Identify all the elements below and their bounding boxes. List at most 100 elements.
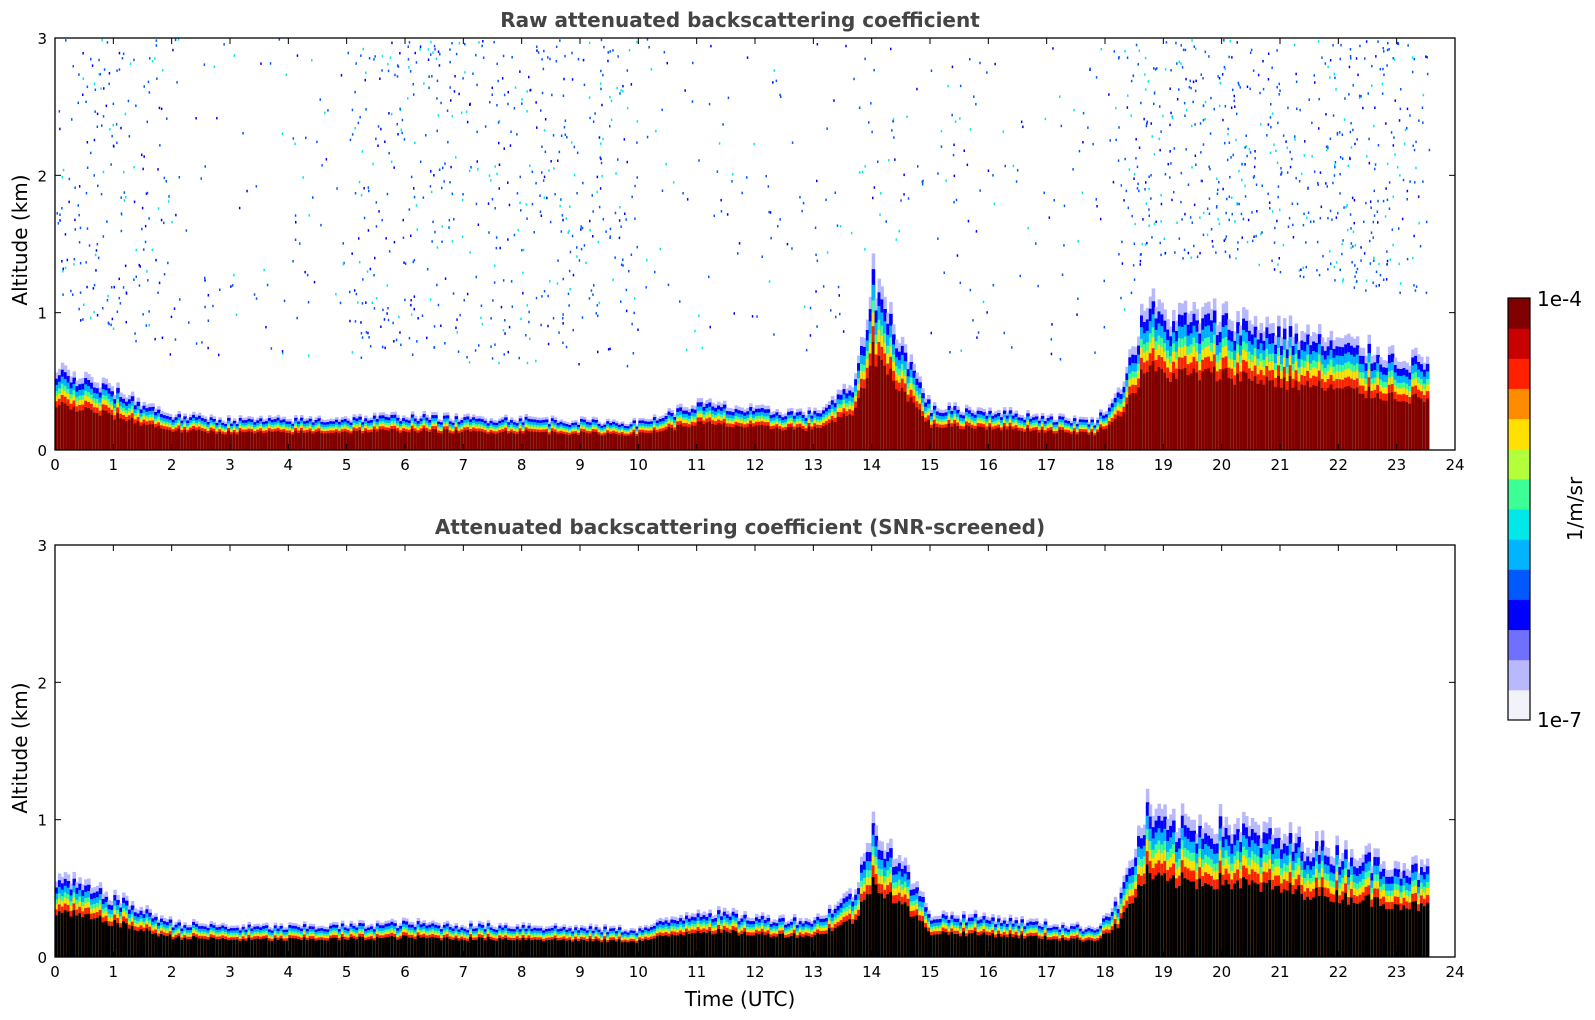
layer-column <box>463 414 467 450</box>
noise-speckle <box>133 278 135 281</box>
noise-speckle <box>311 59 313 62</box>
noise-speckle <box>414 141 416 144</box>
noise-speckle <box>1128 168 1131 171</box>
noise-speckle <box>1415 140 1417 144</box>
layer-band <box>378 429 383 450</box>
noise-speckle <box>1174 251 1176 254</box>
layer-column <box>550 415 555 450</box>
noise-speckle <box>930 69 933 72</box>
layer-column <box>1128 349 1132 450</box>
noise-speckle <box>98 73 100 76</box>
layer-band <box>337 433 342 450</box>
layer-band <box>708 421 712 450</box>
layer-band <box>1043 432 1048 450</box>
noise-speckle <box>1193 203 1196 207</box>
noise-speckle <box>600 87 602 91</box>
layer-column <box>212 416 217 450</box>
noise-speckle <box>1241 236 1243 239</box>
noise-speckle <box>1279 89 1281 92</box>
noise-speckle <box>296 316 298 320</box>
noise-speckle <box>1259 91 1261 95</box>
layer-column <box>448 418 453 450</box>
noise-speckle <box>917 165 919 168</box>
noise-speckle <box>78 73 80 76</box>
layer-band <box>294 430 298 450</box>
noise-speckle <box>62 267 64 271</box>
noise-speckle <box>1347 228 1349 232</box>
layer-column <box>440 419 444 450</box>
noise-speckle <box>593 284 595 287</box>
noise-speckle <box>1329 137 1332 140</box>
layer-column <box>1137 336 1141 450</box>
noise-speckle <box>450 99 452 102</box>
noise-speckle <box>351 133 354 136</box>
noise-speckle <box>960 349 962 352</box>
noise-speckle <box>562 317 564 320</box>
noise-speckle <box>626 69 629 72</box>
noise-speckle <box>622 84 624 88</box>
noise-speckle <box>1396 165 1399 169</box>
layer-column <box>626 424 631 450</box>
noise-speckle <box>427 58 430 61</box>
noise-speckle <box>349 138 352 142</box>
noise-speckle <box>1190 256 1192 259</box>
noise-speckle <box>525 334 527 337</box>
noise-speckle <box>1215 206 1218 209</box>
layer-band <box>256 432 260 450</box>
noise-speckle <box>1336 133 1339 136</box>
layer-band <box>1134 393 1138 450</box>
noise-speckle <box>994 62 996 66</box>
layer-band <box>1049 429 1054 450</box>
layer-band <box>588 433 593 450</box>
noise-speckle <box>1231 196 1233 199</box>
layer-column <box>1020 415 1024 450</box>
noise-speckle <box>1153 222 1156 226</box>
layer-column <box>154 408 158 450</box>
noise-speckle <box>1230 106 1233 109</box>
noise-speckle <box>547 294 549 298</box>
layer-column <box>685 407 689 450</box>
noise-speckle <box>1160 253 1162 257</box>
noise-speckle <box>1372 281 1374 284</box>
noise-speckle <box>494 165 496 168</box>
layer-column <box>160 410 164 450</box>
noise-speckle <box>1257 73 1260 77</box>
noise-speckle <box>1148 187 1150 191</box>
noise-speckle <box>1226 197 1228 201</box>
noise-speckle <box>93 174 95 177</box>
noise-speckle <box>499 246 501 250</box>
noise-speckle <box>1144 73 1146 76</box>
noise-speckle <box>1363 220 1365 224</box>
layer-column <box>699 398 704 450</box>
layer-band <box>699 421 704 450</box>
noise-speckle <box>403 261 405 264</box>
layer-column <box>816 409 820 450</box>
noise-speckle <box>1063 204 1066 208</box>
noise-speckle <box>868 121 870 124</box>
noise-speckle <box>174 38 177 42</box>
noise-speckle <box>1238 202 1240 206</box>
noise-speckle <box>507 90 509 94</box>
noise-speckle <box>1372 236 1374 239</box>
layer-column <box>203 416 208 450</box>
noise-speckle <box>491 93 493 96</box>
noise-speckle <box>1169 87 1171 90</box>
noise-speckle <box>1274 226 1276 230</box>
layer-band <box>326 433 330 450</box>
noise-speckle <box>173 307 176 310</box>
noise-speckle <box>1267 123 1270 126</box>
layer-band <box>457 433 462 450</box>
layer-column <box>594 417 599 450</box>
layer-band <box>880 359 884 450</box>
layer-band <box>451 433 456 450</box>
noise-speckle <box>1356 138 1358 141</box>
layer-band <box>585 433 590 450</box>
layer-band <box>60 401 65 450</box>
noise-speckle <box>1373 256 1375 260</box>
noise-speckle <box>351 252 353 255</box>
layer-band <box>705 422 709 450</box>
noise-speckle <box>101 38 103 42</box>
noise-speckle <box>1194 123 1196 126</box>
noise-speckle <box>391 41 393 45</box>
noise-speckle <box>436 97 438 100</box>
